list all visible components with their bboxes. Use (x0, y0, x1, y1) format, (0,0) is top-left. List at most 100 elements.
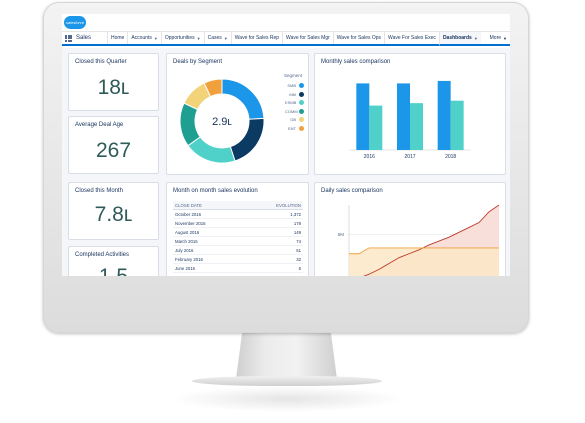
metric-value: 267 (95, 139, 132, 162)
legend-item-comm[interactable]: COMM (285, 108, 304, 114)
nav-tab-home[interactable]: Home (107, 32, 127, 44)
metric-card-average-deal-age[interactable]: Average Deal Age 267 (68, 116, 159, 174)
bar-2016-series-2[interactable] (369, 105, 383, 150)
chart-title: Daily sales comparison (321, 188, 383, 194)
cell-close-date: November 2016 (173, 218, 244, 228)
legend-label: COMM (285, 108, 298, 114)
daily-sales-area-chart: 5M (338, 204, 500, 276)
table-title: Month on month sales evolution (173, 188, 258, 194)
nav-tab-label: Accounts (131, 35, 152, 41)
legend-item-gb[interactable]: GB (285, 117, 304, 122)
metric-value: 1.5 (69, 265, 158, 276)
cell-close-date: August 2016 (173, 227, 244, 237)
monthly-sales-card[interactable]: Monthly sales comparison 2016 2017 2018 (314, 53, 506, 175)
donut-center-label: 2.9ʟ (212, 116, 232, 128)
area-series-2-fill (349, 247, 499, 276)
table-row[interactable]: November 2016 178 (173, 218, 303, 228)
table-row[interactable]: August 2016 149 (173, 227, 303, 237)
cell-evolution: 51 (243, 245, 303, 255)
legend-item-ent[interactable]: ENT (285, 125, 304, 131)
monitor-stand-base (192, 376, 382, 386)
metric-title: Average Deal Age (75, 122, 124, 128)
table-row[interactable]: June 2016 5 (173, 263, 303, 273)
nav-tab-label: Wave for Sales Ops (336, 35, 382, 41)
table-row[interactable]: March 2016 74 (173, 236, 303, 246)
deals-by-segment-card[interactable]: Deals by Segment 2.9ʟ Segment SMB MM ESMB C… (166, 53, 309, 175)
evolution-table-card[interactable]: Month on month sales evolution CLOSE DAT… (166, 182, 309, 276)
metric-card-closed-month[interactable]: Closed this Month 7.8ʟ (68, 182, 159, 240)
chevron-down-icon[interactable]: ▼ (153, 35, 158, 41)
chevron-down-icon[interactable]: ▼ (473, 35, 478, 41)
donut-slice-mm[interactable] (229, 117, 265, 162)
legend-swatch (299, 100, 304, 105)
bar-2018-series-1[interactable] (437, 80, 451, 150)
metric-value: 7.8ʟ (94, 203, 133, 226)
salesforce-logo[interactable]: salesforce (64, 16, 86, 29)
screen: salesforce Sales Home Accounts ▼ Opportunit… (62, 14, 510, 276)
column-header-close-date[interactable]: CLOSE DATE (173, 201, 244, 210)
area-series-2-line[interactable] (349, 247, 499, 255)
chevron-down-icon: ▼ (503, 35, 507, 41)
metric-card-closed-quarter[interactable]: Closed this Quarter 18ʟ (68, 53, 159, 111)
legend-swatch (299, 108, 304, 114)
cell-close-date: March 2016 (173, 236, 244, 246)
nav-tab-wave-for-sales-exec[interactable]: Wave For Sales Exec (384, 32, 439, 44)
legend-item-smb[interactable]: SMB (285, 83, 304, 88)
chart-title: Deals by Segment (173, 59, 223, 65)
table-row[interactable]: July 2016 51 (173, 245, 303, 255)
nav-tab-opportunities[interactable]: Opportunities ▼ (160, 32, 204, 44)
global-header: salesforce (62, 14, 510, 32)
nav-tab-label: Home (111, 35, 125, 41)
x-tick-label: 2017 (404, 154, 415, 160)
nav-more-label: More (489, 35, 502, 41)
metric-title: Completed Activities (75, 252, 130, 258)
nav-tab-label: Dashboards (442, 35, 472, 41)
bar-2016-series-1[interactable] (356, 83, 370, 150)
app-navbar: Sales Home Accounts ▼ Opportunities ▼ Cases ▼ W… (62, 32, 510, 46)
chart-title: Monthly sales comparison (321, 59, 391, 65)
legend-label: ESMB (285, 100, 297, 105)
nav-more-button[interactable]: More ▼ (487, 32, 510, 44)
legend-item-mm[interactable]: MM (285, 91, 304, 97)
nav-tab-label: Wave For Sales Exec (388, 35, 436, 41)
chevron-down-icon[interactable]: ▼ (196, 35, 201, 41)
bar-2018-series-2[interactable] (450, 100, 464, 150)
nav-tab-label: Opportunities (164, 35, 195, 41)
daily-sales-card[interactable]: Daily sales comparison 5M (314, 182, 506, 276)
donut-slice-smb[interactable] (221, 78, 265, 120)
monitor-stand-neck (236, 333, 337, 379)
legend-swatch (299, 83, 304, 88)
app-launcher-button[interactable] (62, 32, 75, 44)
evolution-table: CLOSE DATE EVOLUTION October 2016 1,372 No… (173, 201, 303, 273)
legend-item-esmb[interactable]: ESMB (285, 100, 304, 105)
cell-evolution: 74 (243, 236, 303, 246)
bar-2017-series-2[interactable] (410, 103, 423, 150)
column-header-evolution[interactable]: EVOLUTION (243, 201, 303, 210)
cell-close-date: October 2016 (173, 209, 244, 219)
y-tick-label: 5M (338, 232, 345, 237)
nav-tab-cases[interactable]: Cases ▼ (203, 32, 231, 44)
cell-close-date: February 2016 (173, 254, 244, 264)
nav-tab-wave-for-sales-mgr[interactable]: Wave for Sales Mgr (282, 32, 333, 44)
chevron-down-icon[interactable]: ▼ (223, 35, 228, 41)
legend-title: Segment (284, 73, 303, 78)
nav-tab-dashboards[interactable]: Dashboards ▼ (438, 32, 481, 46)
metric-title: Closed this Month (75, 188, 124, 194)
legend-label: SMB (287, 83, 296, 88)
donut-slice-ent[interactable] (203, 78, 223, 98)
bar-2017-series-1[interactable] (397, 83, 410, 150)
cell-evolution: 1,372 (243, 209, 303, 219)
metric-card-completed-activities[interactable]: Completed Activities 1.5 (68, 246, 159, 276)
stand-shadow (170, 386, 405, 412)
nav-tab-label: Cases (207, 35, 222, 41)
nav-tab-wave-for-sales-ops[interactable]: Wave for Sales Ops (332, 32, 384, 44)
nav-tab-accounts[interactable]: Accounts ▼ (127, 32, 161, 44)
table-row[interactable]: October 2016 1,372 (173, 209, 303, 219)
cell-close-date: July 2016 (173, 245, 244, 255)
nav-tab-wave-for-sales-rep[interactable]: Wave for Sales Rep (230, 32, 282, 44)
x-tick-label: 2016 (364, 154, 375, 160)
nav-tab-label: Wave for Sales Mgr (286, 35, 330, 41)
metric-title: Closed this Quarter (75, 59, 127, 65)
area-series-1-line[interactable] (349, 204, 500, 276)
table-row[interactable]: February 2016 32 (173, 254, 303, 264)
